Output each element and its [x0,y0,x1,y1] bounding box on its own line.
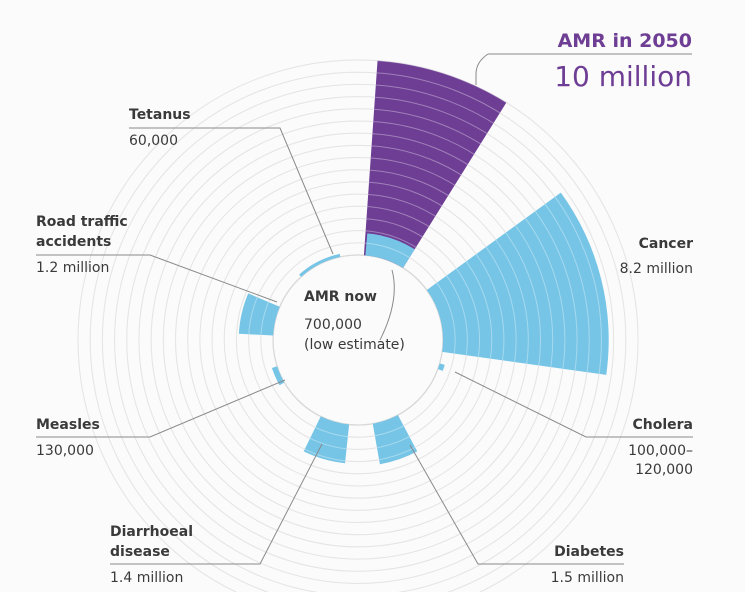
bar-band [223,205,493,475]
bar-band [248,230,468,450]
bar-band [199,181,517,499]
leader-diarrhoeal [110,443,323,565]
bar-band [235,217,481,463]
cancer-value: 8.2 million [620,261,693,277]
label-road-traffic: Road traffic accidents 1.2 million [36,214,128,276]
bar-band [162,144,554,536]
leader-cholera [454,371,693,438]
bar-band [260,242,456,438]
bar-measles [271,366,285,386]
grid-ring [101,83,615,592]
amr-now-name: AMR now [304,289,377,305]
cholera-value-line2: 120,000 [635,462,693,478]
label-diarrhoeal: Diarrhoeal disease 1.4 million [110,524,193,586]
bar-band [77,59,639,592]
bar-tetanus [299,253,341,277]
bar-band [126,108,590,572]
cholera-value-line1: 100,000– [628,443,693,459]
label-tetanus: Tetanus 60,000 [129,107,191,149]
bar-band [175,157,541,523]
bar-diarrhoeal [303,416,350,464]
diarrhoeal-name-line2: disease [110,544,170,560]
leader-diabetes [409,444,624,565]
grid-ring [77,59,639,592]
diabetes-name: Diabetes [554,544,624,560]
bar-band [211,193,505,487]
bars [77,59,639,592]
amr-2050-title: AMR in 2050 [558,30,692,52]
bar-cancer [426,192,609,375]
diarrhoeal-value: 1.4 million [110,570,183,586]
label-amr-now: AMR now 700,000 (low estimate) [304,289,405,353]
label-amr-2050: AMR in 2050 10 million [554,30,692,93]
label-diabetes: Diabetes 1.5 million [551,544,624,586]
measles-value: 130,000 [36,443,94,459]
bar-diabetes [372,415,418,465]
bar-band [187,169,529,511]
cancer-name: Cancer [639,236,693,252]
amr-now-value-line2: (low estimate) [304,337,405,353]
leader-amr-2050 [475,53,489,85]
leader-tetanus [129,127,334,255]
amr-now-value-line1: 700,000 [304,317,362,333]
bar-road [238,293,280,336]
amr-2050-value: 10 million [554,60,692,93]
bar-amrnow [365,233,415,268]
bar-band [150,132,566,548]
label-measles: Measles 130,000 [36,417,100,459]
tetanus-name: Tetanus [129,107,191,123]
label-cholera: Cholera 100,000– 120,000 [628,417,693,478]
measles-name: Measles [36,417,100,433]
leader-measles [36,379,286,438]
diabetes-value: 1.5 million [551,570,624,586]
bar-band [89,71,627,592]
tetanus-value: 60,000 [129,133,178,149]
leader-lines [36,53,693,565]
road-name-line2: accidents [36,234,111,250]
leader-road [36,254,278,303]
bar-amr2050 [363,60,507,268]
road-value: 1.2 million [36,260,109,276]
road-name-line1: Road traffic [36,214,128,230]
grid-ring [89,71,627,592]
diarrhoeal-name-line1: Diarrhoeal [110,524,193,540]
bar-band [138,120,578,560]
bar-band [114,96,602,584]
label-cancer: Cancer 8.2 million [620,236,693,277]
bar-cholera [437,363,445,371]
cholera-name: Cholera [632,417,693,433]
leader-amr-now [379,269,395,341]
bar-band [101,83,615,592]
